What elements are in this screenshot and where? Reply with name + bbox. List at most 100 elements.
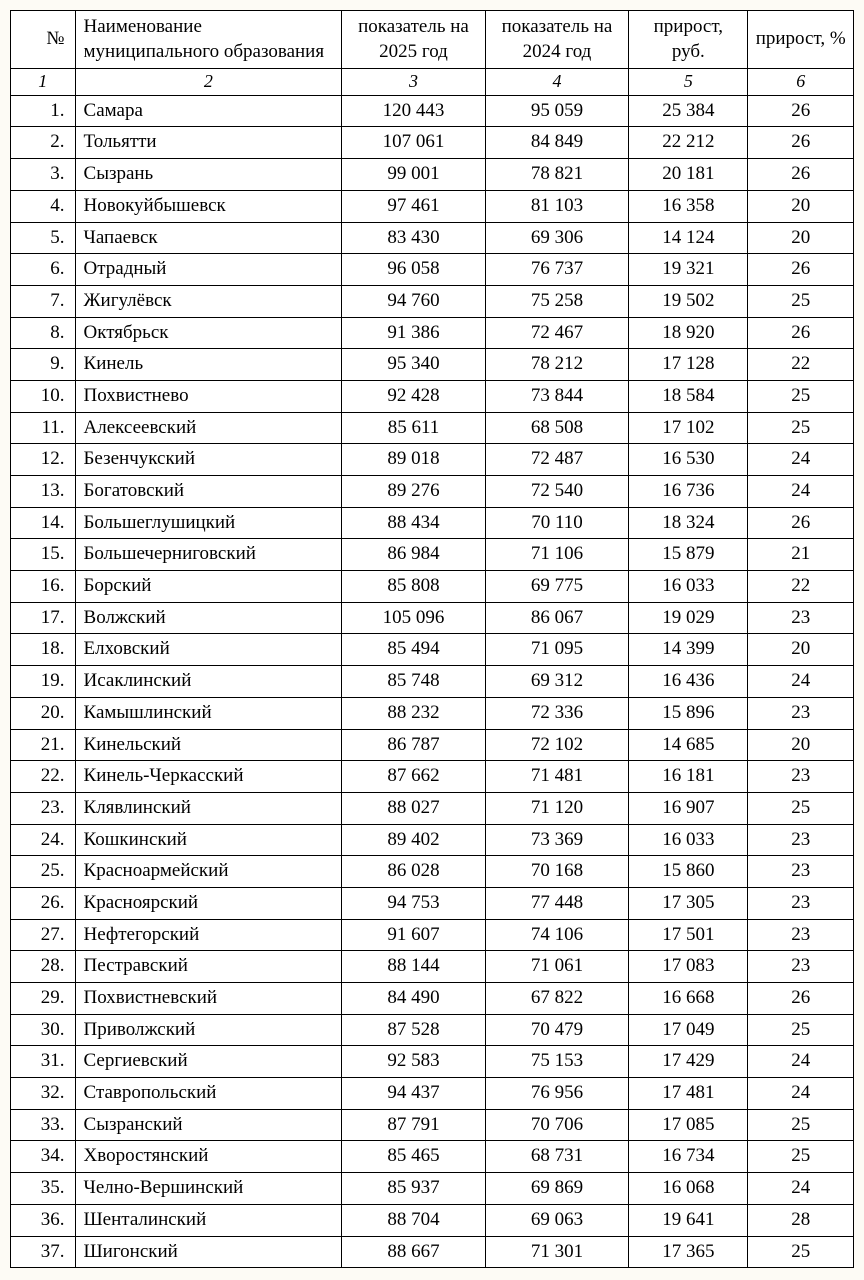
cell-num: 22. [11, 761, 76, 793]
table-body: 1.Самара120 44395 05925 384262.Тольятти1… [11, 95, 854, 1267]
cell-name: Красноярский [75, 887, 342, 919]
cell-v2025: 89 276 [342, 476, 486, 508]
cell-v2024: 75 153 [485, 1046, 629, 1078]
cell-num: 16. [11, 571, 76, 603]
cell-v2025: 91 386 [342, 317, 486, 349]
cell-num: 3. [11, 159, 76, 191]
subheader-6: 6 [748, 69, 854, 95]
table-row: 18.Елховский85 49471 09514 39920 [11, 634, 854, 666]
cell-num: 12. [11, 444, 76, 476]
cell-num: 32. [11, 1078, 76, 1110]
cell-v2024: 68 731 [485, 1141, 629, 1173]
cell-num: 29. [11, 983, 76, 1015]
cell-num: 33. [11, 1109, 76, 1141]
cell-v2024: 72 467 [485, 317, 629, 349]
table-row: 13.Богатовский89 27672 54016 73624 [11, 476, 854, 508]
cell-name: Похвистневский [75, 983, 342, 1015]
cell-num: 20. [11, 697, 76, 729]
cell-num: 10. [11, 380, 76, 412]
cell-rub: 16 907 [629, 792, 748, 824]
cell-v2024: 86 067 [485, 602, 629, 634]
cell-num: 1. [11, 95, 76, 127]
table-row: 30.Приволжский87 52870 47917 04925 [11, 1014, 854, 1046]
subheader-1: 1 [11, 69, 76, 95]
cell-v2025: 95 340 [342, 349, 486, 381]
cell-rub: 15 879 [629, 539, 748, 571]
table-row: 35.Челно-Вершинский85 93769 86916 06824 [11, 1173, 854, 1205]
cell-name: Челно-Вершинский [75, 1173, 342, 1205]
cell-pct: 24 [748, 444, 854, 476]
table-row: 26.Красноярский94 75377 44817 30523 [11, 887, 854, 919]
cell-name: Сызранский [75, 1109, 342, 1141]
cell-v2024: 81 103 [485, 190, 629, 222]
cell-name: Борский [75, 571, 342, 603]
cell-name: Кинельский [75, 729, 342, 761]
cell-v2025: 86 787 [342, 729, 486, 761]
cell-v2025: 107 061 [342, 127, 486, 159]
cell-num: 11. [11, 412, 76, 444]
cell-rub: 18 324 [629, 507, 748, 539]
cell-rub: 19 029 [629, 602, 748, 634]
cell-name: Пестравский [75, 951, 342, 983]
cell-rub: 15 896 [629, 697, 748, 729]
cell-num: 7. [11, 285, 76, 317]
cell-v2025: 89 402 [342, 824, 486, 856]
cell-v2024: 78 212 [485, 349, 629, 381]
table-row: 7.Жигулёвск94 76075 25819 50225 [11, 285, 854, 317]
cell-rub: 25 384 [629, 95, 748, 127]
cell-rub: 17 085 [629, 1109, 748, 1141]
cell-v2025: 86 028 [342, 856, 486, 888]
cell-v2025: 94 760 [342, 285, 486, 317]
cell-rub: 17 429 [629, 1046, 748, 1078]
cell-pct: 26 [748, 95, 854, 127]
cell-pct: 24 [748, 1173, 854, 1205]
cell-rub: 17 481 [629, 1078, 748, 1110]
cell-name: Самара [75, 95, 342, 127]
table-row: 36.Шенталинский88 70469 06319 64128 [11, 1204, 854, 1236]
cell-pct: 26 [748, 507, 854, 539]
cell-v2025: 105 096 [342, 602, 486, 634]
cell-v2024: 77 448 [485, 887, 629, 919]
subheader-5: 5 [629, 69, 748, 95]
cell-v2024: 69 312 [485, 666, 629, 698]
cell-pct: 25 [748, 1014, 854, 1046]
cell-v2025: 88 027 [342, 792, 486, 824]
cell-name: Октябрьск [75, 317, 342, 349]
table-row: 12.Безенчукский89 01872 48716 53024 [11, 444, 854, 476]
subheader-row: 1 2 3 4 5 6 [11, 69, 854, 95]
table-row: 11.Алексеевский85 61168 50817 10225 [11, 412, 854, 444]
cell-v2024: 70 706 [485, 1109, 629, 1141]
cell-rub: 17 049 [629, 1014, 748, 1046]
cell-rub: 19 502 [629, 285, 748, 317]
cell-num: 6. [11, 254, 76, 286]
cell-v2024: 71 095 [485, 634, 629, 666]
subheader-2: 2 [75, 69, 342, 95]
cell-num: 4. [11, 190, 76, 222]
cell-v2025: 85 808 [342, 571, 486, 603]
cell-rub: 16 358 [629, 190, 748, 222]
cell-v2025: 85 494 [342, 634, 486, 666]
cell-name: Сызрань [75, 159, 342, 191]
cell-rub: 16 736 [629, 476, 748, 508]
cell-v2025: 92 583 [342, 1046, 486, 1078]
cell-v2024: 70 110 [485, 507, 629, 539]
cell-num: 18. [11, 634, 76, 666]
cell-num: 31. [11, 1046, 76, 1078]
cell-v2024: 76 956 [485, 1078, 629, 1110]
table-row: 31.Сергиевский92 58375 15317 42924 [11, 1046, 854, 1078]
table-row: 27.Нефтегорский91 60774 10617 50123 [11, 919, 854, 951]
cell-v2025: 120 443 [342, 95, 486, 127]
cell-rub: 17 501 [629, 919, 748, 951]
cell-v2024: 69 775 [485, 571, 629, 603]
cell-pct: 25 [748, 285, 854, 317]
cell-num: 34. [11, 1141, 76, 1173]
cell-name: Шенталинский [75, 1204, 342, 1236]
cell-v2024: 70 479 [485, 1014, 629, 1046]
cell-rub: 18 920 [629, 317, 748, 349]
cell-rub: 19 641 [629, 1204, 748, 1236]
cell-v2024: 71 301 [485, 1236, 629, 1268]
cell-rub: 14 685 [629, 729, 748, 761]
cell-num: 35. [11, 1173, 76, 1205]
cell-rub: 16 033 [629, 571, 748, 603]
cell-name: Шигонский [75, 1236, 342, 1268]
